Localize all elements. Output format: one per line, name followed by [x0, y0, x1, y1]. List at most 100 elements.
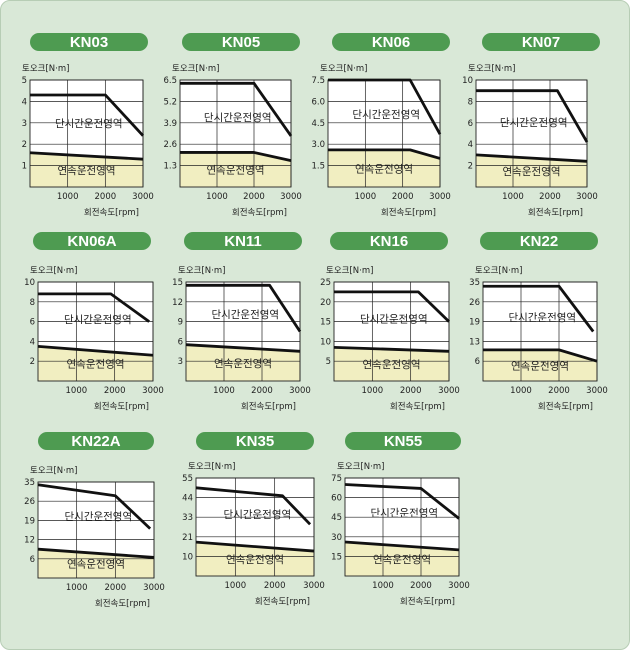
x-tick-label: 3000: [429, 192, 451, 202]
short-time-region-label: 단시간운전영역: [500, 117, 568, 129]
y-tick-label: 8: [468, 97, 473, 107]
y-axis-label: 토오크[N·m]: [30, 466, 77, 476]
x-tick-label: 3000: [143, 583, 165, 593]
x-tick-label: 1000: [206, 192, 228, 202]
y-tick-label: 3.9: [163, 119, 177, 129]
short-time-region-label: 단시간운전영역: [352, 109, 420, 121]
x-tick-label: 2000: [539, 192, 561, 202]
y-tick-label: 8: [30, 298, 35, 308]
continuous-region-label: 연속운전영역: [373, 554, 431, 566]
short-time-torque-line: [186, 283, 302, 333]
chart-title: KN55: [384, 433, 422, 450]
x-tick-label: 3000: [438, 386, 460, 396]
chart-title-pill: [482, 33, 600, 51]
y-tick-label: 10: [462, 76, 473, 86]
continuous-region-label: 연속운전영역: [503, 166, 561, 178]
short-time-region-label: 단시간운전영역: [370, 507, 438, 519]
continuous-torque-line: [344, 540, 460, 552]
y-axis-label: 토오크[N·m]: [188, 462, 235, 472]
plot-frame: [482, 281, 598, 382]
continuous-region-fill: [328, 149, 440, 187]
y-tick-label: 45: [331, 513, 342, 523]
y-tick-label: 12: [24, 536, 35, 546]
x-tick-label: 1000: [225, 581, 247, 591]
x-tick-label: 1000: [355, 192, 377, 202]
chart-title-pill: [480, 232, 598, 250]
chart-kn35: KN35 토오크[N·m] 10 21 33 44 55 1000 2000 3000 단시간운전영…: [182, 432, 325, 607]
y-tick-label: 10: [24, 278, 35, 288]
chart-title: KN03: [70, 34, 108, 51]
short-time-torque-line: [476, 89, 589, 143]
y-tick-label: 6: [475, 357, 480, 367]
x-tick-label: 2000: [243, 192, 265, 202]
short-time-region-label: 단시간운전영역: [55, 118, 123, 130]
plot-frame: [333, 281, 450, 382]
y-tick-label: 1.3: [163, 162, 177, 172]
chart-kn16: KN16 토오크[N·m] 5 10 15 20 25 1000 2000 3000 단시간운전영역…: [320, 232, 460, 412]
y-tick-label: 3: [178, 357, 183, 367]
short-time-torque-line: [483, 284, 595, 333]
continuous-region-fill: [196, 542, 314, 576]
chart-title-pill: [332, 33, 450, 51]
y-tick-label: 2.6: [163, 140, 177, 150]
y-axis-label: 토오크[N·m]: [475, 266, 522, 276]
chart-title-pill: [345, 432, 461, 450]
x-tick-label: 2000: [95, 192, 117, 202]
x-tick-label: 1000: [66, 386, 88, 396]
plot-frame: [195, 477, 315, 577]
chart-kn22a: KN22A 토오크[N·m] 6 12 19 26 35 1000 2000 3000 단시간운전영…: [24, 432, 165, 609]
y-tick-label: 7.5: [311, 76, 325, 86]
chart-title: KN07: [522, 34, 560, 51]
continuous-region-label: 연속운전영역: [511, 360, 569, 372]
continuous-region-label: 연속운전영역: [67, 359, 125, 371]
y-tick-label: 6: [30, 555, 35, 565]
y-tick-label: 6.5: [163, 76, 177, 86]
continuous-torque-line: [195, 540, 315, 553]
chart-title-pill: [33, 232, 151, 250]
continuous-region-label: 연속운전영역: [67, 559, 125, 571]
x-tick-label: 1000: [372, 581, 394, 591]
short-time-region-label: 단시간운전영역: [508, 312, 576, 324]
y-tick-label: 10: [320, 337, 331, 347]
y-tick-label: 60: [331, 494, 342, 504]
y-axis-label: 토오크[N·m]: [468, 64, 515, 74]
y-tick-label: 2: [22, 140, 27, 150]
continuous-torque-line: [483, 348, 598, 363]
chart-kn22: KN22 토오크[N·m] 6 13 19 26 35 1000 2000 3000 단시간운전영역…: [469, 232, 608, 412]
y-axis-label: 토오크[N·m]: [178, 266, 225, 276]
x-axis-label: 회전속도[rpm]: [390, 401, 445, 412]
chart-title: KN22A: [71, 433, 120, 450]
x-tick-label: 2000: [410, 581, 432, 591]
plot-frame: [29, 79, 144, 188]
plot-frame: [179, 79, 292, 188]
short-time-region-label: 단시간운전영역: [360, 314, 428, 326]
y-tick-label: 26: [469, 298, 480, 308]
y-tick-label: 5: [326, 357, 331, 367]
y-tick-label: 12: [172, 298, 183, 308]
x-tick-label: 2000: [251, 386, 273, 396]
chart-title: KN06A: [67, 233, 116, 250]
y-axis-label: 토오크[N·m]: [172, 64, 219, 74]
continuous-region-fill: [476, 154, 587, 187]
chart-kn05: KN05 토오크[N·m] 1.3 2.6 3.9 5.2 6.5 1000 2000 3000 단…: [163, 33, 302, 218]
y-tick-label: 4.5: [311, 119, 325, 129]
continuous-torque-line: [37, 547, 155, 559]
x-axis-label: 회전속도[rpm]: [400, 596, 455, 607]
y-tick-label: 35: [24, 478, 35, 488]
continuous-region-label: 연속운전영역: [58, 165, 116, 177]
chart-title: KN35: [236, 433, 274, 450]
y-tick-label: 1: [22, 162, 27, 172]
x-tick-label: 2000: [400, 386, 422, 396]
plot-frame: [344, 477, 460, 577]
y-tick-label: 4: [22, 97, 27, 107]
chart-title-pill: [184, 232, 302, 250]
y-tick-label: 9: [178, 318, 183, 328]
y-tick-label: 6: [30, 318, 35, 328]
continuous-region-label: 연속운전영역: [226, 554, 284, 566]
short-time-region-label: 단시간운전영역: [224, 509, 292, 521]
short-time-torque-line: [195, 486, 312, 526]
short-time-torque-line: [180, 81, 293, 137]
continuous-torque-line: [333, 345, 450, 353]
chart-title: KN05: [222, 34, 260, 51]
